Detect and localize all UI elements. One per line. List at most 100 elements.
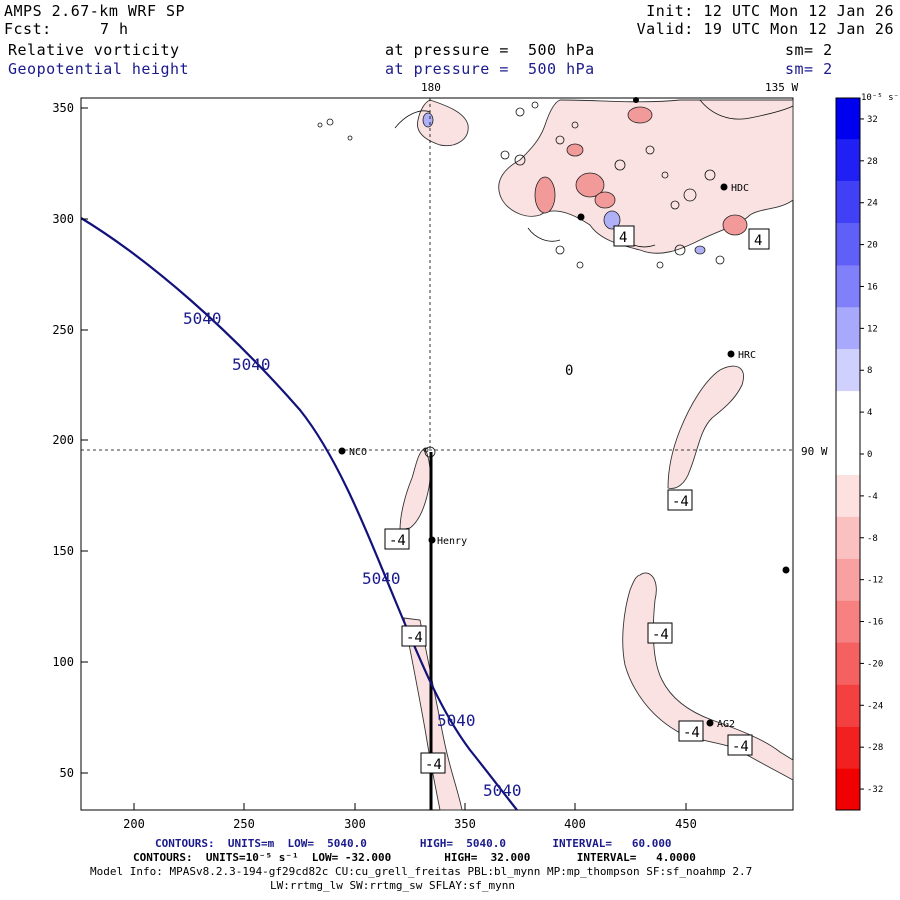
colorbar-units: 10⁻⁵ s⁻¹ [861,93,900,103]
colorbar-swatch [836,558,860,601]
vort-label: -4 [389,533,406,549]
height-label: 5040 [362,569,401,588]
height-contour-5040 [80,217,518,811]
height-label: 5040 [232,355,271,374]
colorbar-tick-label: 4 [867,408,872,418]
colorbar-swatch [836,265,860,308]
colorbar-tick-label: -24 [867,701,883,711]
vort-label: 0 [565,363,573,379]
x-tick-label: 250 [233,817,255,831]
vort-region-ag2 [622,572,794,781]
contours-vort-info: CONTOURS: UNITS=10⁻⁵ s⁻¹ LOW= -32.000 HI… [133,851,696,864]
x-tick-label: 200 [123,817,145,831]
colorbar-swatch [836,768,860,810]
y-tick-label: 300 [52,212,74,226]
colorbar-swatch [836,433,860,475]
colorbar-tick-label: 28 [867,157,878,167]
colorbar-swatch [836,684,860,727]
y-tick-label: 150 [52,544,74,558]
colorbar-swatch [836,139,860,182]
station-markers [338,97,790,727]
colorbar-tick-label: 32 [867,115,878,125]
vort-label: 4 [754,233,762,249]
vort-label: -4 [406,630,423,646]
station-hrc-label: HRC [738,350,756,361]
colorbar: 32 28 24 20 16 12 8 4 0 -4 -8 -12 -16 -20 -24 -28 -32 [835,97,883,811]
station-ag2-marker [706,719,714,727]
station-hdc-label: HDC [731,183,749,194]
positive-vorticity-cores [422,112,706,255]
y-tick-label: 50 [60,766,74,780]
vort-label: 4 [619,230,627,246]
vort-label: -4 [425,757,442,773]
field2-smoothing: sm= 2 [785,60,833,78]
field2-level: at pressure = 500 hPa [385,60,595,78]
meridian-90w-label: 90 W [801,445,828,458]
colorbar-tick-label: 12 [867,324,878,334]
model-title: AMPS 2.67-km WRF SP [4,2,186,20]
forecast-label: Fcst: [4,20,52,38]
colorbar-swatch [836,307,860,350]
station-ag2-label: AG2 [717,719,735,730]
colorbar-tick-label: 20 [867,241,878,251]
y-tick-label: 200 [52,433,74,447]
model-info: Model Info: MPASv8.2.3-194-gf29cd82c CU:… [90,865,753,878]
colorbar-swatch [836,516,860,559]
station-nco-label: NCO [349,447,367,458]
x-tick-label: 350 [454,817,476,831]
x-tick-label: 400 [564,817,586,831]
colorbar-tick-label: -20 [867,659,883,669]
station-nco-marker [338,447,346,455]
colorbar-swatch [836,726,860,769]
height-label: 5040 [483,781,522,800]
colorbar-swatch [836,98,860,140]
colorbar-tick-label: -16 [867,618,883,628]
field1-level: at pressure = 500 hPa [385,41,595,59]
contours-height-info: CONTOURS: UNITS=m LOW= 5040.0 HIGH= 5040… [155,837,672,850]
meridian-180-label: 180 [421,81,441,94]
colorbar-tick-label: 16 [867,282,878,292]
field1-name: Relative vorticity [8,41,180,59]
colorbar-swatch [836,223,860,266]
colorbar-swatch [836,349,860,392]
y-tick-label: 100 [52,655,74,669]
vort-region-northeast [498,99,794,254]
vort-label: -4 [652,627,669,643]
meridian-135w-label: 135 W [765,81,798,94]
colorbar-tick-label: -12 [867,576,883,586]
colorbar-swatch [836,474,860,517]
station-henry-marker [428,536,436,544]
height-label: 5040 [183,309,222,328]
colorbar-tick-label: 0 [867,450,872,460]
init-time: Init: 12 UTC Mon 12 Jan 26 [646,2,894,20]
forecast-hours: 7 h [100,20,129,38]
vort-label: -4 [732,739,749,755]
x-tick-label: 300 [344,817,366,831]
station-hrc-marker [727,350,735,358]
colorbar-tick-label: 24 [867,199,878,209]
colorbar-tick-label: 8 [867,366,872,376]
vort-region-hrc [667,365,744,489]
vort-label: -4 [683,725,700,741]
station-hdc-marker [720,183,728,191]
x-tick-label: 450 [675,817,697,831]
height-label: 5040 [437,711,476,730]
station-henry-label: Henry [437,536,467,547]
colorbar-swatch [836,181,860,224]
colorbar-swatch [836,642,860,685]
colorbar-swatch [836,391,860,434]
colorbar-tick-label: -8 [867,534,878,544]
colorbar-tick-label: -4 [867,492,878,502]
y-tick-label: 350 [52,101,74,115]
model-info-2: LW:rrtmg_lw SW:rrtmg_sw SFLAY:sf_mynn [270,879,516,892]
valid-time: Valid: 19 UTC Mon 12 Jan 26 [636,20,894,38]
vort-label: -4 [672,494,689,510]
colorbar-swatch [836,600,860,643]
field2-name: Geopotential height [8,60,190,78]
y-tick-label: 250 [52,323,74,337]
colorbar-tick-label: -32 [867,785,883,795]
vorticity-cores [534,106,748,236]
colorbar-tick-label: -28 [867,743,883,753]
field1-smoothing: sm= 2 [785,41,833,59]
